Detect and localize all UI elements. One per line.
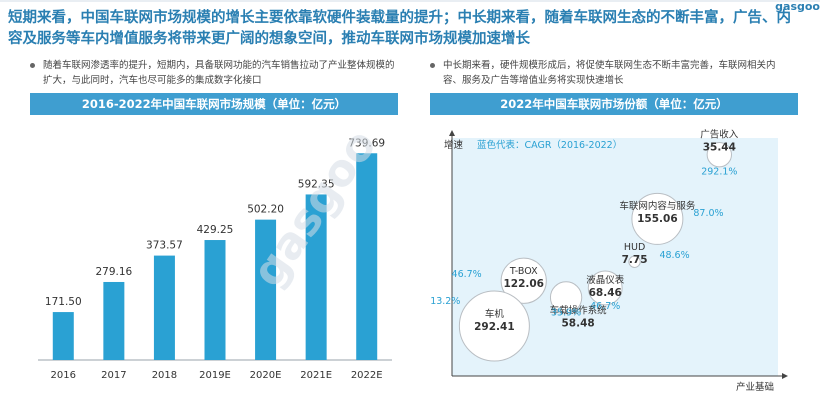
bar-value-label: 739.69 <box>348 137 385 149</box>
bubble-name-label: 车机 <box>485 308 505 320</box>
bubble <box>628 255 641 268</box>
bullet-dot-icon <box>430 63 435 68</box>
bubble-name-label: T-BOX <box>509 266 538 277</box>
bubble-cagr-label: 46.7% <box>590 301 620 312</box>
bubble <box>631 192 684 245</box>
x-tick-label: 2018 <box>152 370 177 381</box>
bubble <box>458 290 530 362</box>
bar <box>356 153 378 360</box>
bubble-value-label: 7.75 <box>622 254 648 266</box>
bar <box>103 281 125 360</box>
x-axis-label: 产业基础 <box>736 381 774 393</box>
x-tick-label: 2019E <box>199 370 231 381</box>
bar <box>204 240 226 360</box>
y-axis-arrow-icon <box>449 130 455 136</box>
bubble-name-label: HUD <box>624 242 645 253</box>
brand-logo: gasgoo <box>775 0 820 13</box>
bar-value-label: 429.25 <box>197 224 234 236</box>
legend-annotation: 蓝色代表：CAGR（2016-2022） <box>477 139 622 151</box>
x-tick-label: 2021E <box>300 370 332 381</box>
page-headline: 短期来看，中国车联网市场规模的增长主要依靠软硬件装载量的提升；中长期来看，随着车… <box>8 10 791 47</box>
bubble-cagr-label: 35.9% <box>551 307 581 318</box>
bar-value-label: 279.16 <box>95 266 132 278</box>
bubble-cagr-label: 13.2% <box>430 296 460 307</box>
bar-value-label: 592.35 <box>298 178 335 190</box>
bubble-value-label: 68.46 <box>589 287 622 299</box>
left-bullet-text: 随着车联网渗透率的提升，短期内，具备联网功能的汽车销售拉动了产业整体规模的扩大，… <box>43 60 395 86</box>
y-axis-label: 增速 <box>444 139 464 151</box>
bar <box>153 255 175 360</box>
bar <box>305 194 327 360</box>
bubble-value-label: 58.48 <box>561 317 594 329</box>
bubble-name-label: 车联网内容与服务 <box>619 200 696 212</box>
x-tick-label: 2020E <box>250 370 282 381</box>
bar <box>52 312 74 360</box>
bubble-value-label: 155.06 <box>637 213 678 225</box>
left-bullet: 随着车联网渗透率的提升，短期内，具备联网功能的汽车销售拉动了产业整体规模的扩大，… <box>30 58 395 88</box>
bubble <box>587 270 623 306</box>
right-bullet: 中长期来看，硬件规模形成后，将促使车联网生态不断丰富完善，车联网相关内容、服务及… <box>430 58 790 88</box>
bubble-name-label: 广告收入 <box>700 129 739 141</box>
bubble <box>500 257 547 304</box>
bar <box>255 219 277 360</box>
bubble <box>549 281 583 314</box>
bubble <box>706 141 733 168</box>
bubble-name-label: 车载操作系统 <box>550 304 608 316</box>
x-tick-label: 2016 <box>51 370 76 381</box>
bubble-cagr-label: 46.7% <box>452 269 482 280</box>
bar-value-label: 373.57 <box>146 240 183 252</box>
bar-value-label: 171.50 <box>45 296 82 308</box>
bubble-name-label: 液晶仪表 <box>586 274 625 286</box>
x-tick-label: 2017 <box>101 370 126 381</box>
bubble-cagr-label: 48.6% <box>659 250 689 261</box>
bubble-value-label: 35.44 <box>703 142 736 154</box>
bubble-value-label: 122.06 <box>503 278 544 290</box>
bubble-chart-title: 2022年中国车联网市场份额（单位：亿元） <box>430 93 798 115</box>
right-bullet-text: 中长期来看，硬件规模形成后，将促使车联网生态不断丰富完善，车联网相关内容、服务及… <box>443 60 776 86</box>
bubble-cagr-label: 87.0% <box>693 208 723 219</box>
bullet-dot-icon <box>30 63 35 68</box>
bar-value-label: 502.20 <box>247 204 284 216</box>
x-tick-label: 2022E <box>351 370 383 381</box>
bubble-value-label: 292.41 <box>474 321 515 333</box>
top-rule <box>0 0 820 2</box>
x-axis-arrow-icon <box>782 373 788 379</box>
bar-chart: 171.50 2016 279.16 2017 373.57 2018 429.25 2019… <box>38 137 392 381</box>
bubble-cagr-label: 292.1% <box>701 167 737 178</box>
bar-chart-title: 2016-2022年中国车联网市场规模（单位：亿元） <box>30 93 398 115</box>
